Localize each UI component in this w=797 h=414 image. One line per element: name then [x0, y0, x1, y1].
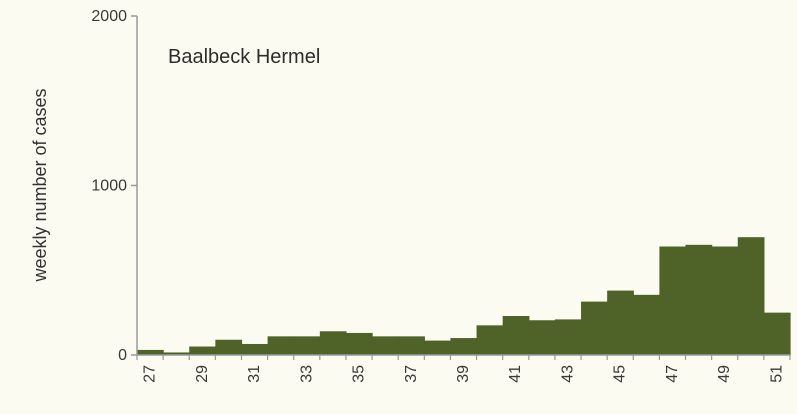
- bar-week-37: [398, 336, 425, 355]
- bar-week-34: [319, 331, 347, 355]
- x-tick-label: 39: [455, 365, 472, 383]
- bar-week-43: [554, 319, 582, 355]
- chart-title: Baalbeck Hermel: [168, 46, 320, 68]
- bar-week-27: [137, 349, 164, 355]
- bar-week-40: [476, 325, 504, 355]
- bar-week-33: [293, 336, 321, 355]
- x-tick-label: 51: [768, 365, 785, 383]
- bar-series: [137, 237, 791, 356]
- x-tick-label: 35: [351, 365, 368, 383]
- x-tick-label: 29: [194, 365, 211, 383]
- y-axis-ticks: 0 1000 2000: [91, 8, 137, 364]
- bar-week-42: [528, 320, 556, 355]
- x-tick-label: 33: [298, 365, 315, 383]
- x-axis-ticks: 27 29 31 33 35 37 39 41 43 45 47 49 51: [136, 355, 791, 383]
- y-tick-label: 0: [118, 347, 127, 364]
- x-tick-label: 47: [664, 365, 681, 383]
- x-tick-label: 43: [559, 365, 576, 383]
- bar-week-32: [267, 336, 295, 355]
- bar-week-49: [711, 246, 739, 355]
- bar-week-46: [633, 294, 660, 355]
- x-tick-label: 27: [142, 365, 159, 383]
- bar-week-41: [502, 316, 530, 355]
- bar-week-47: [659, 246, 687, 355]
- y-axis-title: weekly number of cases: [30, 88, 50, 282]
- bar-week-38: [424, 340, 452, 355]
- bar-week-45: [607, 290, 634, 355]
- x-tick-label: 45: [612, 365, 629, 383]
- x-tick-label: 37: [403, 365, 420, 383]
- bar-week-29: [189, 346, 216, 355]
- bar-week-48: [685, 244, 713, 355]
- bar-week-35: [345, 332, 373, 355]
- y-tick-label: 1000: [91, 178, 127, 195]
- x-tick-label: 49: [716, 365, 733, 383]
- bar-week-28: [163, 352, 190, 355]
- x-tick-label: 41: [507, 365, 524, 383]
- bar-week-31: [241, 343, 269, 355]
- bar-week-30: [215, 339, 243, 355]
- x-tick-label: 31: [246, 365, 263, 383]
- bar-week-36: [372, 336, 399, 355]
- y-tick-label: 2000: [91, 8, 127, 25]
- bar-week-39: [450, 338, 478, 355]
- bar-week-50: [737, 237, 765, 355]
- bar-week-51: [763, 312, 791, 356]
- bar-week-44: [581, 301, 608, 355]
